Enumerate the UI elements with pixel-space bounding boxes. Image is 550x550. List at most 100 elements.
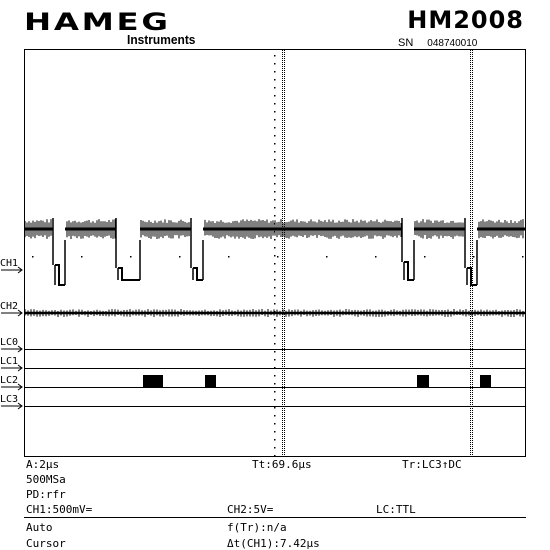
axis-dot [274, 215, 276, 217]
ch2-trace [24, 309, 525, 317]
axis-dot [274, 431, 276, 433]
ch2-label: CH2 [0, 301, 19, 312]
ch2-arrow-icon [1, 309, 23, 317]
axis-dot [274, 295, 276, 297]
axis-dot [274, 255, 276, 257]
lc2-pulse [143, 375, 163, 387]
serial-value: 048740010 [427, 38, 478, 49]
axis-dot [274, 415, 276, 417]
axis-dot [274, 399, 276, 401]
axis-dot [274, 199, 276, 201]
freq-readout: f(Tr):n/a [227, 521, 287, 534]
axis-dot [274, 391, 276, 393]
axis-dot [274, 375, 276, 377]
axis-dot [274, 423, 276, 425]
axis-dot [274, 111, 276, 113]
axis-dot [274, 143, 276, 145]
axis-dot [274, 447, 276, 449]
axis-dot [274, 327, 276, 329]
axis-dot [326, 256, 328, 258]
axis-dot [274, 455, 276, 457]
lc3-arrow-icon [1, 402, 23, 410]
axis-dot [274, 175, 276, 177]
axis-dot [274, 367, 276, 369]
ch1-trace [24, 218, 525, 286]
axis-dot [32, 256, 34, 258]
ch1-setting-readout: CH1:500mV= [26, 503, 93, 516]
brand-subtitle: Instruments [127, 32, 196, 47]
lc0-arrow-icon [1, 345, 23, 353]
ch1-label: CH1 [0, 258, 19, 269]
peak-detect-readout: PD:rfr [26, 488, 66, 501]
lc1-arrow-icon [1, 364, 23, 372]
axis-dot [274, 167, 276, 169]
axis-dot [473, 256, 475, 258]
trigger-time-readout: Tt:69.6µs [252, 458, 312, 471]
trigger-source-readout: Tr:LC3↑DC [402, 458, 462, 471]
model-name: HM2008 [407, 6, 524, 34]
axis-dot [274, 239, 276, 241]
logic-setting-readout: LC:TTL [376, 503, 416, 516]
axis-dot [274, 335, 276, 337]
timebase-readout: A:2µs [26, 458, 60, 471]
lc0-label: LC0 [0, 337, 19, 348]
axis-dot [274, 55, 276, 57]
axis-dot [274, 191, 276, 193]
channel-markers [1, 266, 23, 410]
axis-dot [274, 271, 276, 273]
lc2-pulse [205, 375, 216, 387]
sample-rate-readout: 500MSa [26, 473, 66, 486]
mode-softkey[interactable]: Auto [26, 521, 53, 534]
lc3-label: LC3 [0, 394, 19, 405]
axis-dot [274, 159, 276, 161]
lc2-pulse [480, 375, 491, 387]
axis-dot [274, 303, 276, 305]
axis-dot [274, 383, 276, 385]
serial-number: SN 048740010 [398, 37, 477, 49]
lc1-label: LC1 [0, 356, 19, 367]
cursor-softkey[interactable]: Cursor [26, 537, 66, 550]
axis-dot [274, 407, 276, 409]
lc2-arrow-icon [1, 383, 23, 391]
cursor-readout: Δt(CH1):7.42µs [227, 537, 320, 550]
axis-dot [274, 343, 276, 345]
ch2-setting-readout: CH2:5V= [227, 503, 274, 516]
axis-dot [274, 359, 276, 361]
axis-dot [274, 279, 276, 281]
lc2-pulse [417, 375, 429, 387]
axis-dot [274, 287, 276, 289]
graticule-frame [24, 49, 526, 457]
lc2-label: LC2 [0, 375, 19, 386]
axis-dot [274, 247, 276, 249]
axis-dot [274, 63, 276, 65]
axis-dot [424, 256, 426, 258]
axis-dot [274, 79, 276, 81]
center-axis-dots [274, 55, 276, 457]
axis-dot [274, 319, 276, 321]
axis-dot [130, 256, 132, 258]
axis-dot [375, 256, 377, 258]
brand-block: HAMEG Instruments [24, 10, 224, 50]
hameg-logo: HAMEG [24, 8, 171, 36]
ch1-arrow-icon [1, 266, 23, 274]
axis-dot [274, 135, 276, 137]
cursor-lines [282, 50, 473, 456]
axis-dot [274, 87, 276, 89]
serial-label: SN [398, 37, 414, 49]
axis-dot [228, 256, 230, 258]
axis-dot [274, 183, 276, 185]
axis-dot [274, 351, 276, 353]
horizontal-axis-dots [32, 256, 524, 258]
axis-dot [274, 103, 276, 105]
axis-dot [277, 256, 279, 258]
axis-dot [81, 256, 83, 258]
axis-dot [274, 119, 276, 121]
axis-dot [274, 151, 276, 153]
axis-dot [274, 439, 276, 441]
axis-dot [274, 95, 276, 97]
logic-traces [25, 349, 525, 407]
axis-dot [522, 256, 524, 258]
axis-dot [274, 71, 276, 73]
status-divider [24, 517, 526, 518]
